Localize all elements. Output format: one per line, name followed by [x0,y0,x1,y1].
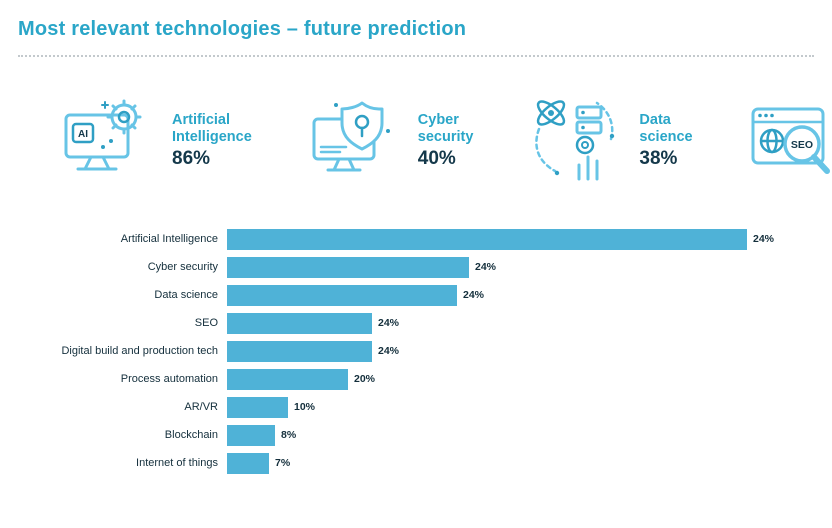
bar-row: Internet of things 7% [18,449,814,477]
bar [227,312,372,334]
bar-area: 10% [227,393,814,421]
bar-row: Blockchain 8% [18,421,814,449]
bar-row: Process automation 20% [18,365,814,393]
bar [227,452,269,474]
stat-value: 86% [172,147,211,169]
bar [227,228,747,250]
bar-category-label: Process automation [120,373,218,385]
bar-value-label: 24% [378,317,400,329]
stat-cyber-security: Cyber security 40% [304,91,474,191]
bar-area: 24% [227,309,814,337]
bar [227,368,348,390]
bar-row: AR/VR 10% [18,393,814,421]
bar-category-label: AR/VR [184,401,218,413]
stat-text: Artificial Intelligence 86% [172,112,252,169]
stat-value: 40% [417,147,456,169]
bar-category-label: Internet of things [136,457,218,469]
stat-value: 38% [639,147,678,169]
bar-row: Digital build and production tech 24% [18,337,814,365]
bar-area: 24% [227,281,814,309]
seo-magnifier-icon: SEO [745,91,832,191]
bar-category-label: Cyber security [147,261,218,273]
bar-row: SEO 24% [18,309,814,337]
bar-category-label: Blockchain [164,429,218,441]
stat-text: Cyber security 40% [418,112,474,169]
bar-category-label: Artificial Intelligence [120,233,218,245]
bar [227,340,372,362]
stat-artificial-intelligence: AI Artificial Intelligence 86% [58,91,252,191]
bar-area: 7% [227,449,814,477]
bar-category-label: Data science [154,289,218,301]
ai-monitor-icon: AI [58,91,158,191]
bar [227,284,457,306]
stats-row: AI Artificial Intelligence 86% [58,91,830,191]
bar [227,396,288,418]
svg-text:AI: AI [78,129,88,140]
stat-label: Data science [639,112,693,145]
bar-row: Data science 24% [18,281,814,309]
bar-row: Artificial Intelligence 24% [18,225,814,253]
stat-label: Cyber security [417,112,474,145]
bar-value-label: 24% [753,233,775,245]
dotted-separator [18,55,814,57]
technology-bar-chart: Artificial Intelligence 24% Cyber security… [18,225,814,477]
bar-value-label: 10% [294,401,316,413]
stat-label: Artificial Intelligence [172,112,252,145]
bar-value-label: 24% [463,289,485,301]
bar-area: 24% [227,253,814,281]
bar-category-label: Digital build and production tech [61,345,218,357]
bar-area: 24% [227,225,814,253]
bar-area: 20% [227,365,814,393]
stat-data-science: Data science 38% [525,91,693,191]
bar-row: Cyber security 24% [18,253,814,281]
bar-category-label: SEO [194,317,218,329]
svg-text:SEO: SEO [791,139,813,151]
infographic-page: Most relevant technologies – future pred… [18,18,830,477]
bar [227,256,469,278]
bar-value-label: 20% [354,373,376,385]
stat-seo: SEO SEO 24% [745,91,832,191]
bar-value-label: 7% [275,457,291,469]
stat-text: Data science 38% [639,112,692,169]
bar-value-label: 24% [378,345,400,357]
bar-area: 8% [227,421,814,449]
bar-value-label: 8% [281,429,297,441]
bar-value-label: 24% [475,261,497,273]
page-title: Most relevant technologies – future pred… [18,18,467,40]
data-science-icon [525,91,625,191]
bar-area: 24% [227,337,814,365]
bar [227,424,275,446]
bar-rows: Artificial Intelligence 24% Cyber security… [18,225,814,477]
cyber-shield-icon [304,91,404,191]
